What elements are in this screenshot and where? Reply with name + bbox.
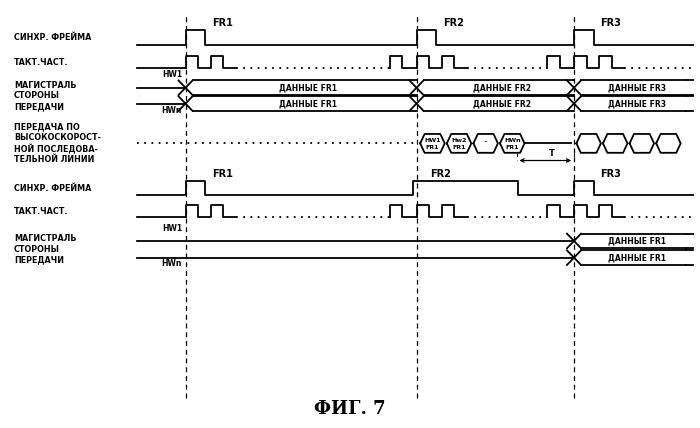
Text: FR1: FR1 [426, 145, 439, 150]
Text: ДАННЫЕ FR1: ДАННЫЕ FR1 [279, 83, 337, 92]
Text: ТАКТ.ЧАСТ.: ТАКТ.ЧАСТ. [14, 57, 69, 67]
Text: FR1: FR1 [452, 145, 466, 150]
Text: ДАННЫЕ FR2: ДАННЫЕ FR2 [473, 83, 531, 92]
Text: FR1: FR1 [212, 169, 233, 179]
Text: ДАННЫЕ FR1: ДАННЫЕ FR1 [279, 99, 337, 108]
Text: FR1: FR1 [212, 18, 233, 28]
Text: ТАКТ.ЧАСТ.: ТАКТ.ЧАСТ. [14, 206, 69, 216]
Text: HW1: HW1 [424, 137, 441, 143]
Text: HWn: HWn [504, 137, 521, 143]
Text: ПЕРЕДАЧА ПО
ВЫСОКОСКОРОСТ-
НОЙ ПОСЛЕДОВА-
ТЕЛЬНОЙ ЛИНИИ: ПЕРЕДАЧА ПО ВЫСОКОСКОРОСТ- НОЙ ПОСЛЕДОВА… [14, 122, 101, 164]
Text: СИНХР. ФРЕЙМА: СИНХР. ФРЕЙМА [14, 184, 92, 193]
Text: ДАННЫЕ FR1: ДАННЫЕ FR1 [608, 253, 666, 262]
Text: HWn: HWn [162, 259, 182, 268]
Text: FR3: FR3 [601, 169, 622, 179]
Text: HW1: HW1 [162, 70, 182, 79]
Text: ДАННЫЕ FR2: ДАННЫЕ FR2 [473, 99, 531, 108]
Text: FR1: FR1 [505, 145, 519, 150]
Text: МАГИСТРАЛЬ
СТОРОНЫ
ПЕРЕДАЧИ: МАГИСТРАЛЬ СТОРОНЫ ПЕРЕДАЧИ [14, 234, 76, 264]
Text: ДАННЫЕ FR1: ДАННЫЕ FR1 [608, 236, 666, 246]
Text: FR3: FR3 [601, 18, 622, 28]
Text: FR2: FR2 [430, 169, 452, 179]
Text: HW1: HW1 [162, 224, 182, 233]
Text: T: T [549, 149, 554, 158]
Text: Hw2: Hw2 [452, 137, 467, 143]
Text: ДАННЫЕ FR3: ДАННЫЕ FR3 [608, 99, 666, 108]
Text: HWn: HWn [162, 106, 182, 115]
Text: ФИГ. 7: ФИГ. 7 [314, 400, 386, 418]
Text: ДАННЫЕ FR3: ДАННЫЕ FR3 [608, 83, 666, 92]
Text: FR2: FR2 [443, 18, 464, 28]
Text: СИНХР. ФРЕЙМА: СИНХР. ФРЕЙМА [14, 33, 92, 42]
Text: МАГИСТРАЛЬ
СТОРОНЫ
ПЕРЕДАЧИ: МАГИСТРАЛЬ СТОРОНЫ ПЕРЕДАЧИ [14, 81, 76, 111]
Text: ..: .. [483, 137, 488, 143]
